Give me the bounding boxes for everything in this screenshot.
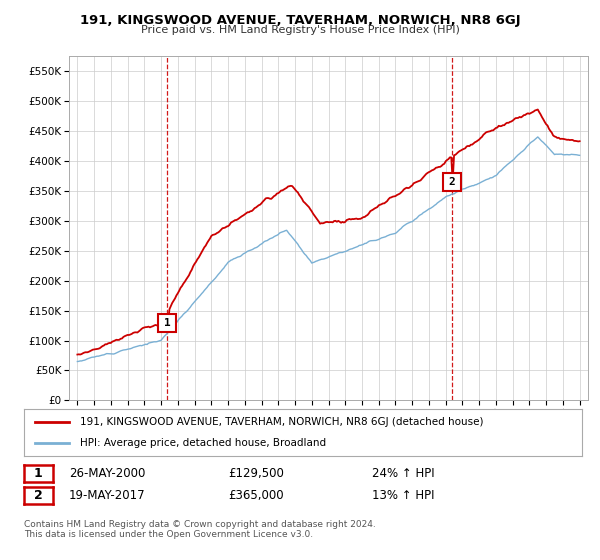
Text: 1: 1 (164, 318, 171, 328)
Text: 13% ↑ HPI: 13% ↑ HPI (372, 489, 434, 502)
Text: 191, KINGSWOOD AVENUE, TAVERHAM, NORWICH, NR8 6GJ (detached house): 191, KINGSWOOD AVENUE, TAVERHAM, NORWICH… (80, 417, 484, 427)
Text: 26-MAY-2000: 26-MAY-2000 (69, 466, 145, 480)
Text: 2: 2 (34, 489, 43, 502)
Text: 191, KINGSWOOD AVENUE, TAVERHAM, NORWICH, NR8 6GJ: 191, KINGSWOOD AVENUE, TAVERHAM, NORWICH… (80, 14, 520, 27)
Text: 1: 1 (34, 466, 43, 480)
Text: 24% ↑ HPI: 24% ↑ HPI (372, 466, 434, 480)
Text: 19-MAY-2017: 19-MAY-2017 (69, 489, 146, 502)
Text: £365,000: £365,000 (228, 489, 284, 502)
Text: 2: 2 (449, 177, 455, 187)
Text: HPI: Average price, detached house, Broadland: HPI: Average price, detached house, Broa… (80, 438, 326, 448)
Text: Price paid vs. HM Land Registry's House Price Index (HPI): Price paid vs. HM Land Registry's House … (140, 25, 460, 35)
Text: Contains HM Land Registry data © Crown copyright and database right 2024.
This d: Contains HM Land Registry data © Crown c… (24, 520, 376, 539)
Text: £129,500: £129,500 (228, 466, 284, 480)
